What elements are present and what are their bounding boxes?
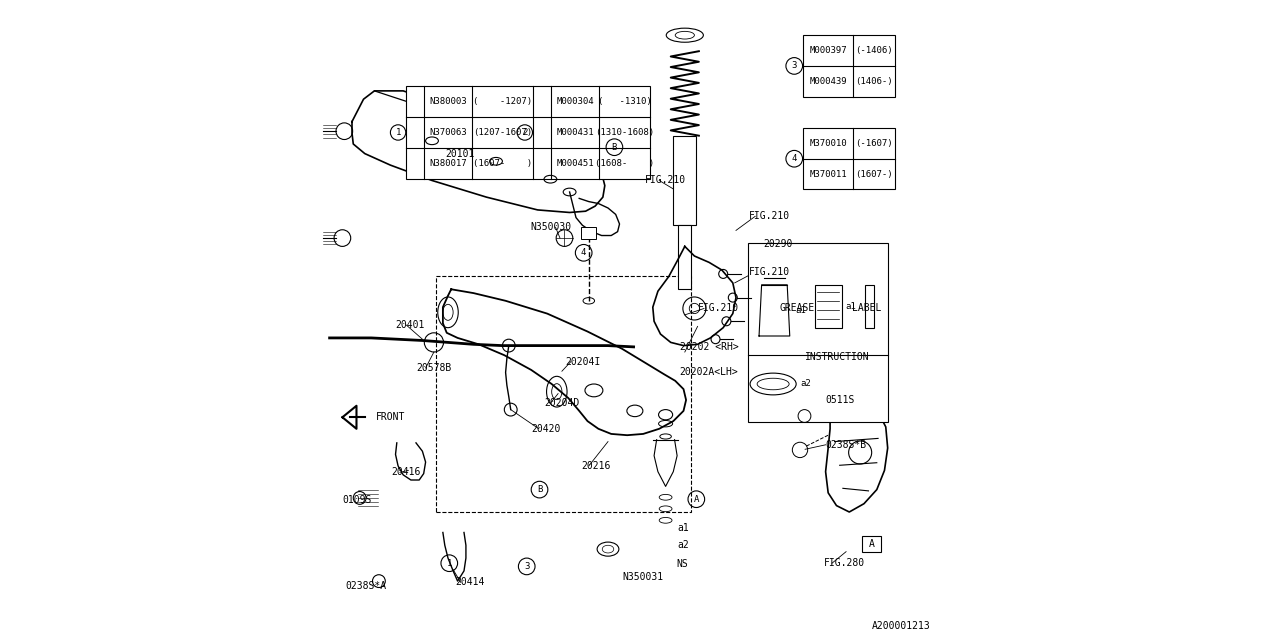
Text: 4: 4 [791,154,797,163]
FancyBboxPatch shape [407,86,650,179]
Text: a2: a2 [800,380,810,388]
Text: a1: a1 [677,523,689,533]
Text: 20290: 20290 [763,239,792,250]
Text: 20204I: 20204I [566,356,600,367]
Text: N380003: N380003 [430,97,467,106]
FancyBboxPatch shape [804,128,895,189]
FancyBboxPatch shape [863,536,881,552]
Bar [581,227,596,239]
Text: B: B [536,485,543,494]
Text: (-1607): (-1607) [855,139,892,148]
Text: 20216: 20216 [581,461,611,471]
Text: (    -1207): ( -1207) [474,97,532,106]
Text: (-1406): (-1406) [855,46,892,55]
Text: (1607-): (1607-) [855,170,892,179]
Text: GREASE: GREASE [780,303,815,314]
Text: N380017: N380017 [430,159,467,168]
Text: M000439: M000439 [809,77,847,86]
Text: 3: 3 [524,562,530,571]
Text: 20204D: 20204D [544,398,580,408]
Text: (1310-1608): (1310-1608) [595,128,654,137]
Ellipse shape [758,378,790,390]
Text: 3: 3 [791,61,797,70]
FancyBboxPatch shape [865,285,874,328]
Bar [678,225,691,289]
Text: 20414: 20414 [456,577,485,588]
Text: 2: 2 [522,128,527,137]
Text: M000431: M000431 [557,128,594,137]
Text: A200001213: A200001213 [872,621,931,631]
Text: 20202 <RH>: 20202 <RH> [680,342,739,352]
Text: FIG.210: FIG.210 [749,211,790,221]
Text: FIG.210: FIG.210 [698,303,739,314]
Text: B: B [612,143,617,152]
Text: (1607-    ): (1607- ) [474,159,532,168]
Text: NS: NS [677,559,689,570]
Text: M000304: M000304 [557,97,594,106]
Text: 20420: 20420 [531,424,561,434]
Text: 0238S*B: 0238S*B [826,440,867,450]
Text: 4: 4 [581,248,586,257]
Text: 20202A<LH>: 20202A<LH> [680,367,739,378]
Text: 0511S: 0511S [826,395,855,405]
Text: FIG.280: FIG.280 [824,558,865,568]
FancyBboxPatch shape [815,285,842,328]
Text: 1: 1 [447,559,452,568]
Text: a1: a1 [795,306,805,315]
Text: FIG.210: FIG.210 [749,267,790,277]
Text: M370011: M370011 [809,170,847,179]
Text: FRONT: FRONT [376,412,406,422]
Text: 20401: 20401 [396,320,425,330]
Text: M000397: M000397 [809,46,847,55]
Text: 20578B: 20578B [416,363,452,373]
Text: a2: a2 [677,540,689,550]
Bar [673,136,696,225]
Text: (1608-    ): (1608- ) [595,159,654,168]
Text: M370010: M370010 [809,139,847,148]
Polygon shape [759,285,790,336]
Text: 0238S*A: 0238S*A [346,580,387,591]
Text: N370063: N370063 [430,128,467,137]
Text: INSTRUCTION: INSTRUCTION [805,352,869,362]
Text: LABEL: LABEL [852,303,882,314]
Text: 0109S: 0109S [343,495,371,506]
FancyBboxPatch shape [804,35,895,97]
Text: a1: a1 [846,302,856,311]
Text: A: A [694,495,699,504]
Text: (1207-1607): (1207-1607) [474,128,532,137]
Text: 20416: 20416 [392,467,421,477]
Text: M000451: M000451 [557,159,594,168]
Text: 1: 1 [396,128,401,137]
Text: N350030: N350030 [530,222,571,232]
Text: A: A [869,539,874,549]
Text: 20101: 20101 [445,148,475,159]
Text: (   -1310): ( -1310) [598,97,652,106]
FancyBboxPatch shape [748,243,888,422]
Text: N350031: N350031 [622,572,663,582]
Text: (1406-): (1406-) [855,77,892,86]
Text: FIG.210: FIG.210 [645,175,686,186]
